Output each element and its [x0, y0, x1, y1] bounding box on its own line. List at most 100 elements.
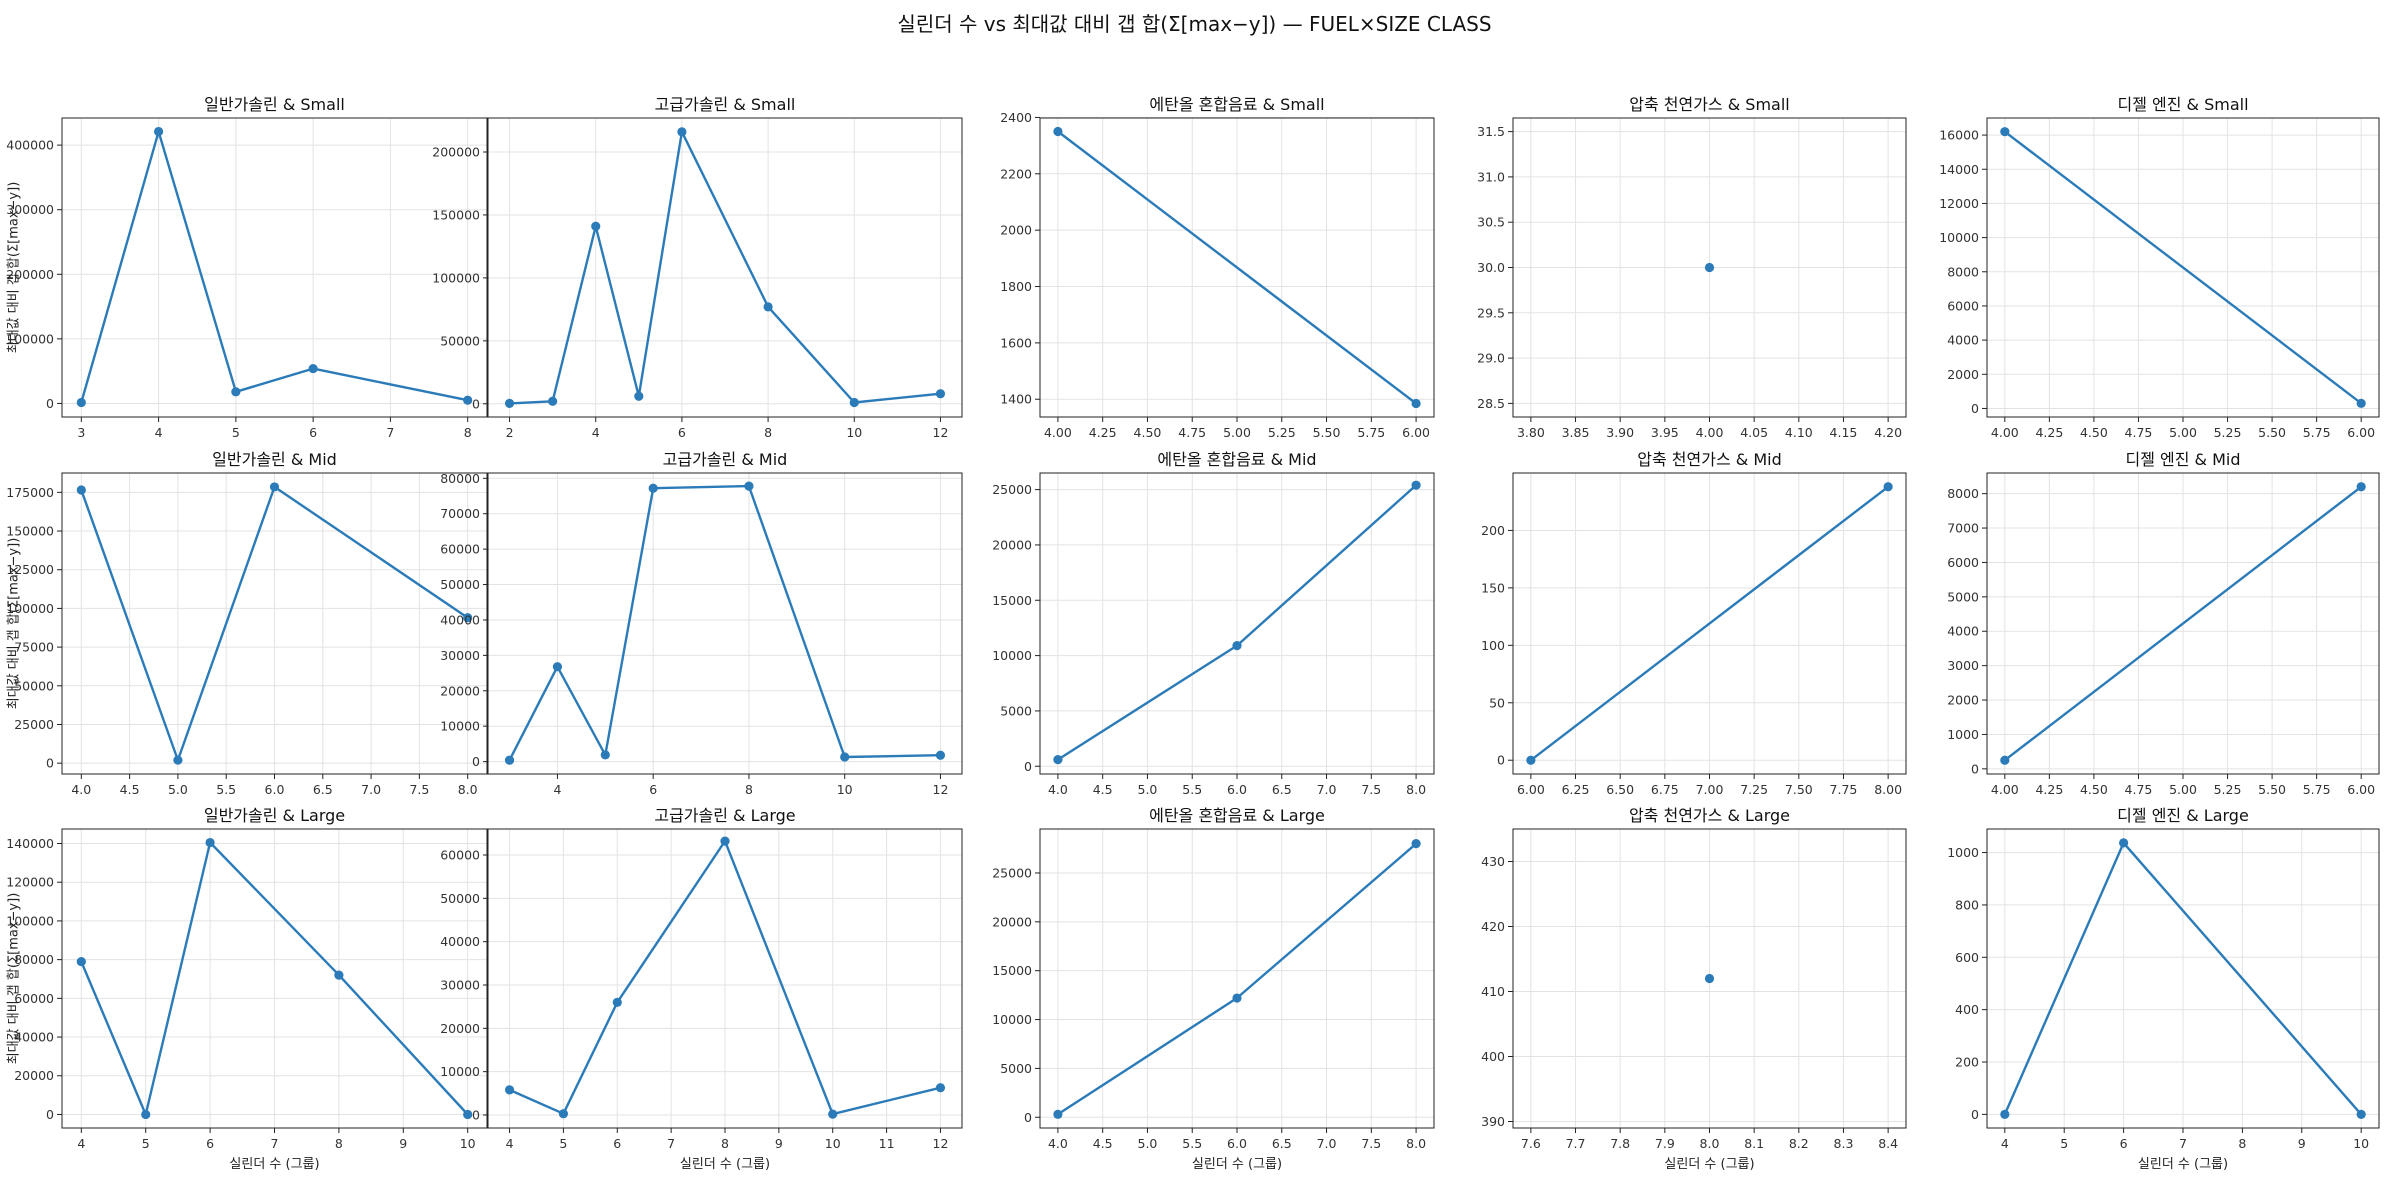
data-point — [1053, 126, 1063, 137]
x-tick-label: 7 — [271, 1136, 279, 1151]
x-tick-label: 7.6 — [1521, 1136, 1541, 1151]
y-tick-label: 30.0 — [1477, 260, 1505, 275]
x-tick-label: 6.5 — [1272, 1136, 1292, 1151]
x-tick-label: 5 — [559, 1136, 567, 1151]
subplot-10: 4.00 4.25 4.50 4.75 5.00 5.25 5.50 5.75 6.00 0 100… — [1947, 450, 2380, 797]
series-line — [2004, 130, 2362, 405]
x-tick-label: 8 — [464, 425, 472, 440]
y-tick-label: 7000 — [1947, 521, 1979, 536]
x-tick-label: 6 — [649, 782, 657, 797]
y-tick-label: 430 — [1481, 854, 1505, 869]
y-tick-label: 4000 — [1947, 624, 1979, 639]
x-tick-label: 3.90 — [1606, 425, 1634, 440]
subplot-8: 4.0 4.5 5.0 5.5 6.0 6.5 7.0 7.5 8.0 0 5000 10000 150… — [992, 450, 1435, 797]
y-tick-label: 0 — [1971, 401, 1979, 416]
x-tick-label: 7.50 — [1785, 782, 1813, 797]
data-point — [591, 221, 601, 231]
y-tick-label: 25000 — [992, 482, 1032, 497]
axes-frame — [61, 117, 488, 418]
x-tick-label: 8.0 — [458, 782, 478, 797]
x-tick-label: 4.00 — [1696, 425, 1724, 440]
y-tick-label: 125000 — [6, 562, 54, 577]
x-tick-label: 6.0 — [1227, 1136, 1247, 1151]
series-line — [509, 839, 941, 1116]
data-point — [504, 1085, 515, 1095]
x-tick-label: 6.0 — [1227, 782, 1247, 797]
data-point — [828, 1109, 838, 1119]
x-tick-label: 5.00 — [1223, 425, 1251, 440]
x-tick-label: 8.0 — [1700, 1136, 1720, 1151]
x-tick-label: 6 — [613, 1136, 621, 1151]
y-tick-label: 15000 — [992, 963, 1032, 978]
x-tick-label: 4.5 — [1093, 782, 1113, 797]
data-point — [2000, 1109, 2010, 1119]
x-tick-label: 6 — [2120, 1136, 2128, 1151]
x-tick-label: 7.5 — [409, 782, 429, 797]
y-tick-label: 175000 — [6, 485, 54, 500]
x-tick-label: 4.50 — [1134, 425, 1162, 440]
y-tick-label: 400 — [1481, 1049, 1505, 1064]
data-point — [840, 752, 850, 762]
y-tick-label: 0 — [46, 756, 54, 771]
x-tick-label: 7.0 — [1317, 782, 1337, 797]
data-point — [935, 389, 946, 399]
y-tick-label: 5000 — [1000, 703, 1032, 718]
x-tick-label: 4 — [592, 425, 600, 440]
subplot-11: 4 5 6 7 8 9 1002000040000600008000010000012000… — [6, 806, 488, 1172]
x-tick-label: 6.00 — [2347, 425, 2375, 440]
data-point — [552, 662, 563, 672]
y-tick-label: 50000 — [440, 577, 480, 592]
x-tick-label: 6.75 — [1651, 782, 1679, 797]
y-tick-label: 50 — [1489, 695, 1505, 710]
y-tick-label: 80000 — [14, 952, 54, 967]
data-point — [600, 750, 610, 760]
subplot-13: 4.0 4.5 5.0 5.5 6.0 6.5 7.0 7.5 8.0 0 5000 10000 150… — [992, 806, 1435, 1172]
data-point — [504, 755, 515, 765]
data-point — [2356, 398, 2366, 408]
x-tick-label: 11 — [879, 1136, 895, 1151]
data-point — [463, 1109, 473, 1120]
x-tick-label: 5.25 — [1268, 425, 1296, 440]
y-tick-label: 10000 — [440, 719, 480, 734]
y-tick-label: 420 — [1481, 919, 1505, 934]
y-tick-label: 2400 — [1000, 110, 1032, 125]
subplot-title: 고급가솔린 & Mid — [663, 450, 788, 469]
x-tick-label: 10 — [837, 782, 853, 797]
figure-title: 실린더 수 vs 최대값 대비 갭 합(Σ[max−y]) — FUEL×SIZ… — [897, 12, 1492, 36]
x-tick-label: 10 — [2353, 1136, 2369, 1151]
axes-frame — [487, 117, 963, 418]
data-point — [1704, 973, 1715, 984]
y-tick-label: 1000 — [1947, 845, 1979, 860]
x-tick-label: 5.75 — [2303, 782, 2331, 797]
subplot-title: 일반가솔린 & Mid — [212, 450, 337, 469]
y-tick-label: 100 — [1481, 638, 1505, 653]
subplot-title: 압축 천연가스 & Mid — [1637, 450, 1781, 469]
x-tick-label: 5.25 — [2214, 425, 2242, 440]
y-tick-label: 40000 — [14, 1030, 54, 1045]
y-tick-label: 20000 — [440, 1021, 480, 1036]
data-point — [1883, 482, 1893, 492]
data-point — [2119, 838, 2129, 848]
data-point — [76, 397, 86, 408]
y-tick-label: 1400 — [1000, 392, 1032, 407]
x-tick-label: 8.0 — [1406, 1136, 1426, 1151]
y-tick-label: 0 — [472, 396, 480, 411]
subplot-title: 일반가솔린 & Small — [204, 95, 345, 114]
x-tick-label: 7 — [386, 425, 394, 440]
data-point — [308, 363, 318, 374]
x-tick-label: 5.50 — [2258, 425, 2286, 440]
data-point — [1704, 262, 1715, 273]
subplot-2: 2 4 6 8 10 12 0 50000 100000 150000 200000 고급가솔린 & … — [432, 95, 963, 440]
x-tick-label: 9 — [775, 1136, 783, 1151]
x-tick-label: 8 — [721, 1136, 729, 1151]
subplot-title: 디젤 엔진 & Mid — [2125, 450, 2240, 469]
data-point — [2000, 755, 2010, 765]
x-tick-label: 4.15 — [1830, 425, 1858, 440]
x-tick-label: 9 — [2298, 1136, 2306, 1151]
x-tick-label: 4.00 — [1044, 425, 1072, 440]
x-tick-label: 9 — [399, 1136, 407, 1151]
x-tick-label: 12 — [933, 425, 949, 440]
x-tick-label: 7.5 — [1361, 1136, 1381, 1151]
y-tick-label: 600 — [1955, 950, 1979, 965]
